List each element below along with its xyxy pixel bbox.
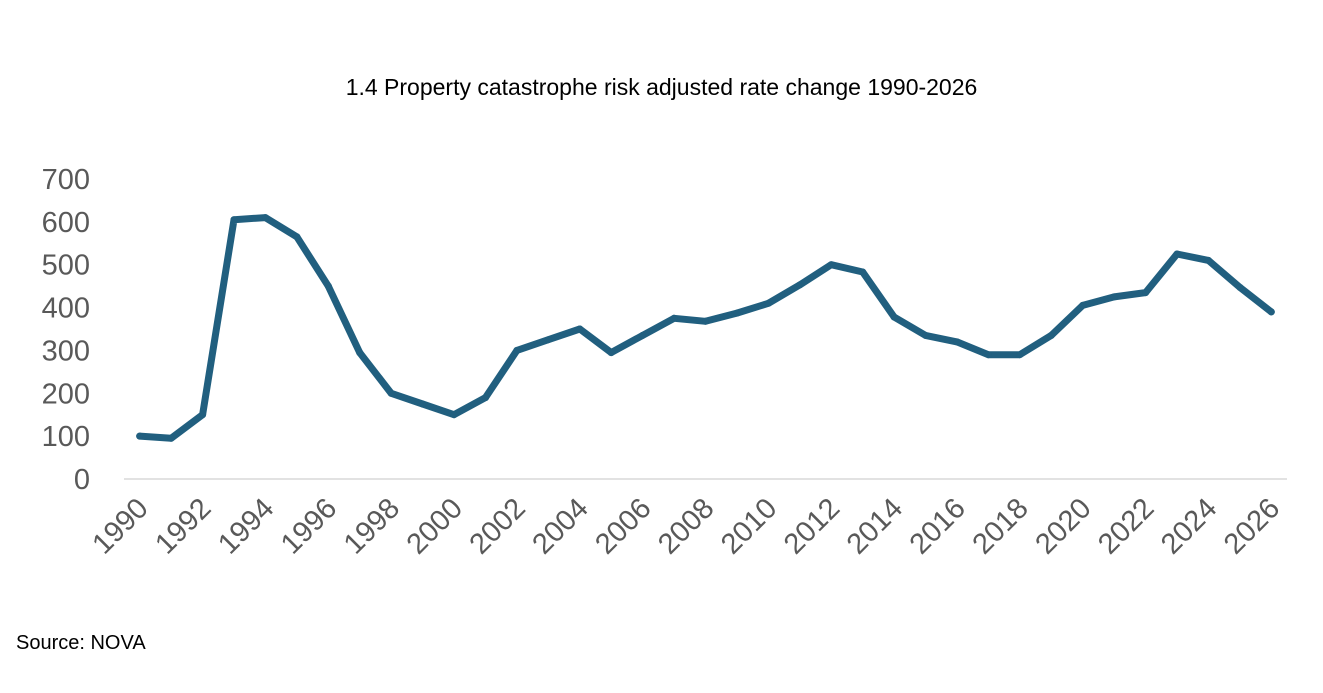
x-tick-label: 2006 <box>589 492 657 560</box>
data-point <box>167 434 175 442</box>
x-tick-label: 2002 <box>464 492 532 560</box>
x-tick-label: 2018 <box>967 492 1035 560</box>
x-tick-label: 2026 <box>1218 492 1286 560</box>
data-point <box>1110 293 1118 301</box>
y-tick-label: 400 <box>42 293 90 325</box>
data-point <box>199 411 207 419</box>
data-point <box>890 313 898 321</box>
y-tick-label: 0 <box>74 464 90 496</box>
y-axis-ticks: 0 100 200 300 400 500 600 700 <box>42 164 90 496</box>
x-tick-label: 1994 <box>212 492 280 560</box>
data-point <box>639 331 647 339</box>
chart-title: 1.4 Property catastrophe risk adjusted r… <box>345 74 978 100</box>
data-point <box>450 411 458 419</box>
data-point <box>293 233 301 241</box>
data-point <box>984 351 992 359</box>
data-point <box>764 299 772 307</box>
data-point <box>261 214 269 222</box>
data-point <box>1204 256 1212 264</box>
data-point <box>544 336 552 344</box>
data-point <box>607 349 615 357</box>
data-point <box>859 268 867 276</box>
data-point <box>827 261 835 269</box>
x-tick-label: 1998 <box>338 492 406 560</box>
data-point <box>387 389 395 397</box>
data-point <box>1142 289 1150 297</box>
data-point <box>1173 250 1181 258</box>
data-point <box>136 432 144 440</box>
x-tick-label: 2024 <box>1155 492 1223 560</box>
data-point <box>1267 308 1275 316</box>
data-point <box>733 309 741 317</box>
data-point <box>230 216 238 224</box>
data-point <box>1079 301 1087 309</box>
x-axis-ticks: 1990199219941996199820002002200420062008… <box>86 492 1286 560</box>
series-group <box>136 214 1275 442</box>
data-point <box>1236 283 1244 291</box>
x-tick-label: 2000 <box>401 492 469 560</box>
data-point <box>356 349 364 357</box>
x-tick-label: 2008 <box>652 492 720 560</box>
y-tick-label: 200 <box>42 378 90 410</box>
data-point <box>576 325 584 333</box>
x-tick-label: 2020 <box>1029 492 1097 560</box>
y-tick-label: 100 <box>42 421 90 453</box>
data-point <box>670 314 678 322</box>
data-point <box>796 281 804 289</box>
source-note: Source: NOVA <box>16 632 146 654</box>
y-tick-label: 700 <box>42 164 90 196</box>
x-tick-label: 2004 <box>526 492 594 560</box>
data-point <box>513 346 521 354</box>
x-tick-label: 1996 <box>275 492 343 560</box>
data-point <box>324 282 332 290</box>
y-tick-label: 600 <box>42 207 90 239</box>
x-tick-label: 1990 <box>86 492 154 560</box>
data-point <box>482 394 489 402</box>
x-tick-label: 2022 <box>1092 492 1160 560</box>
x-tick-label: 2010 <box>715 492 783 560</box>
data-point <box>702 317 709 325</box>
x-tick-label: 2012 <box>778 492 846 560</box>
y-tick-label: 500 <box>42 250 90 282</box>
data-point <box>953 338 961 346</box>
data-point <box>1047 331 1055 339</box>
x-tick-label: 2016 <box>904 492 972 560</box>
data-point <box>419 400 427 408</box>
data-point <box>1016 351 1024 359</box>
y-tick-label: 300 <box>42 335 90 367</box>
series-line <box>136 214 1275 442</box>
x-tick-label: 2014 <box>841 492 909 560</box>
data-point <box>922 331 929 339</box>
x-tick-label: 1992 <box>149 492 217 560</box>
